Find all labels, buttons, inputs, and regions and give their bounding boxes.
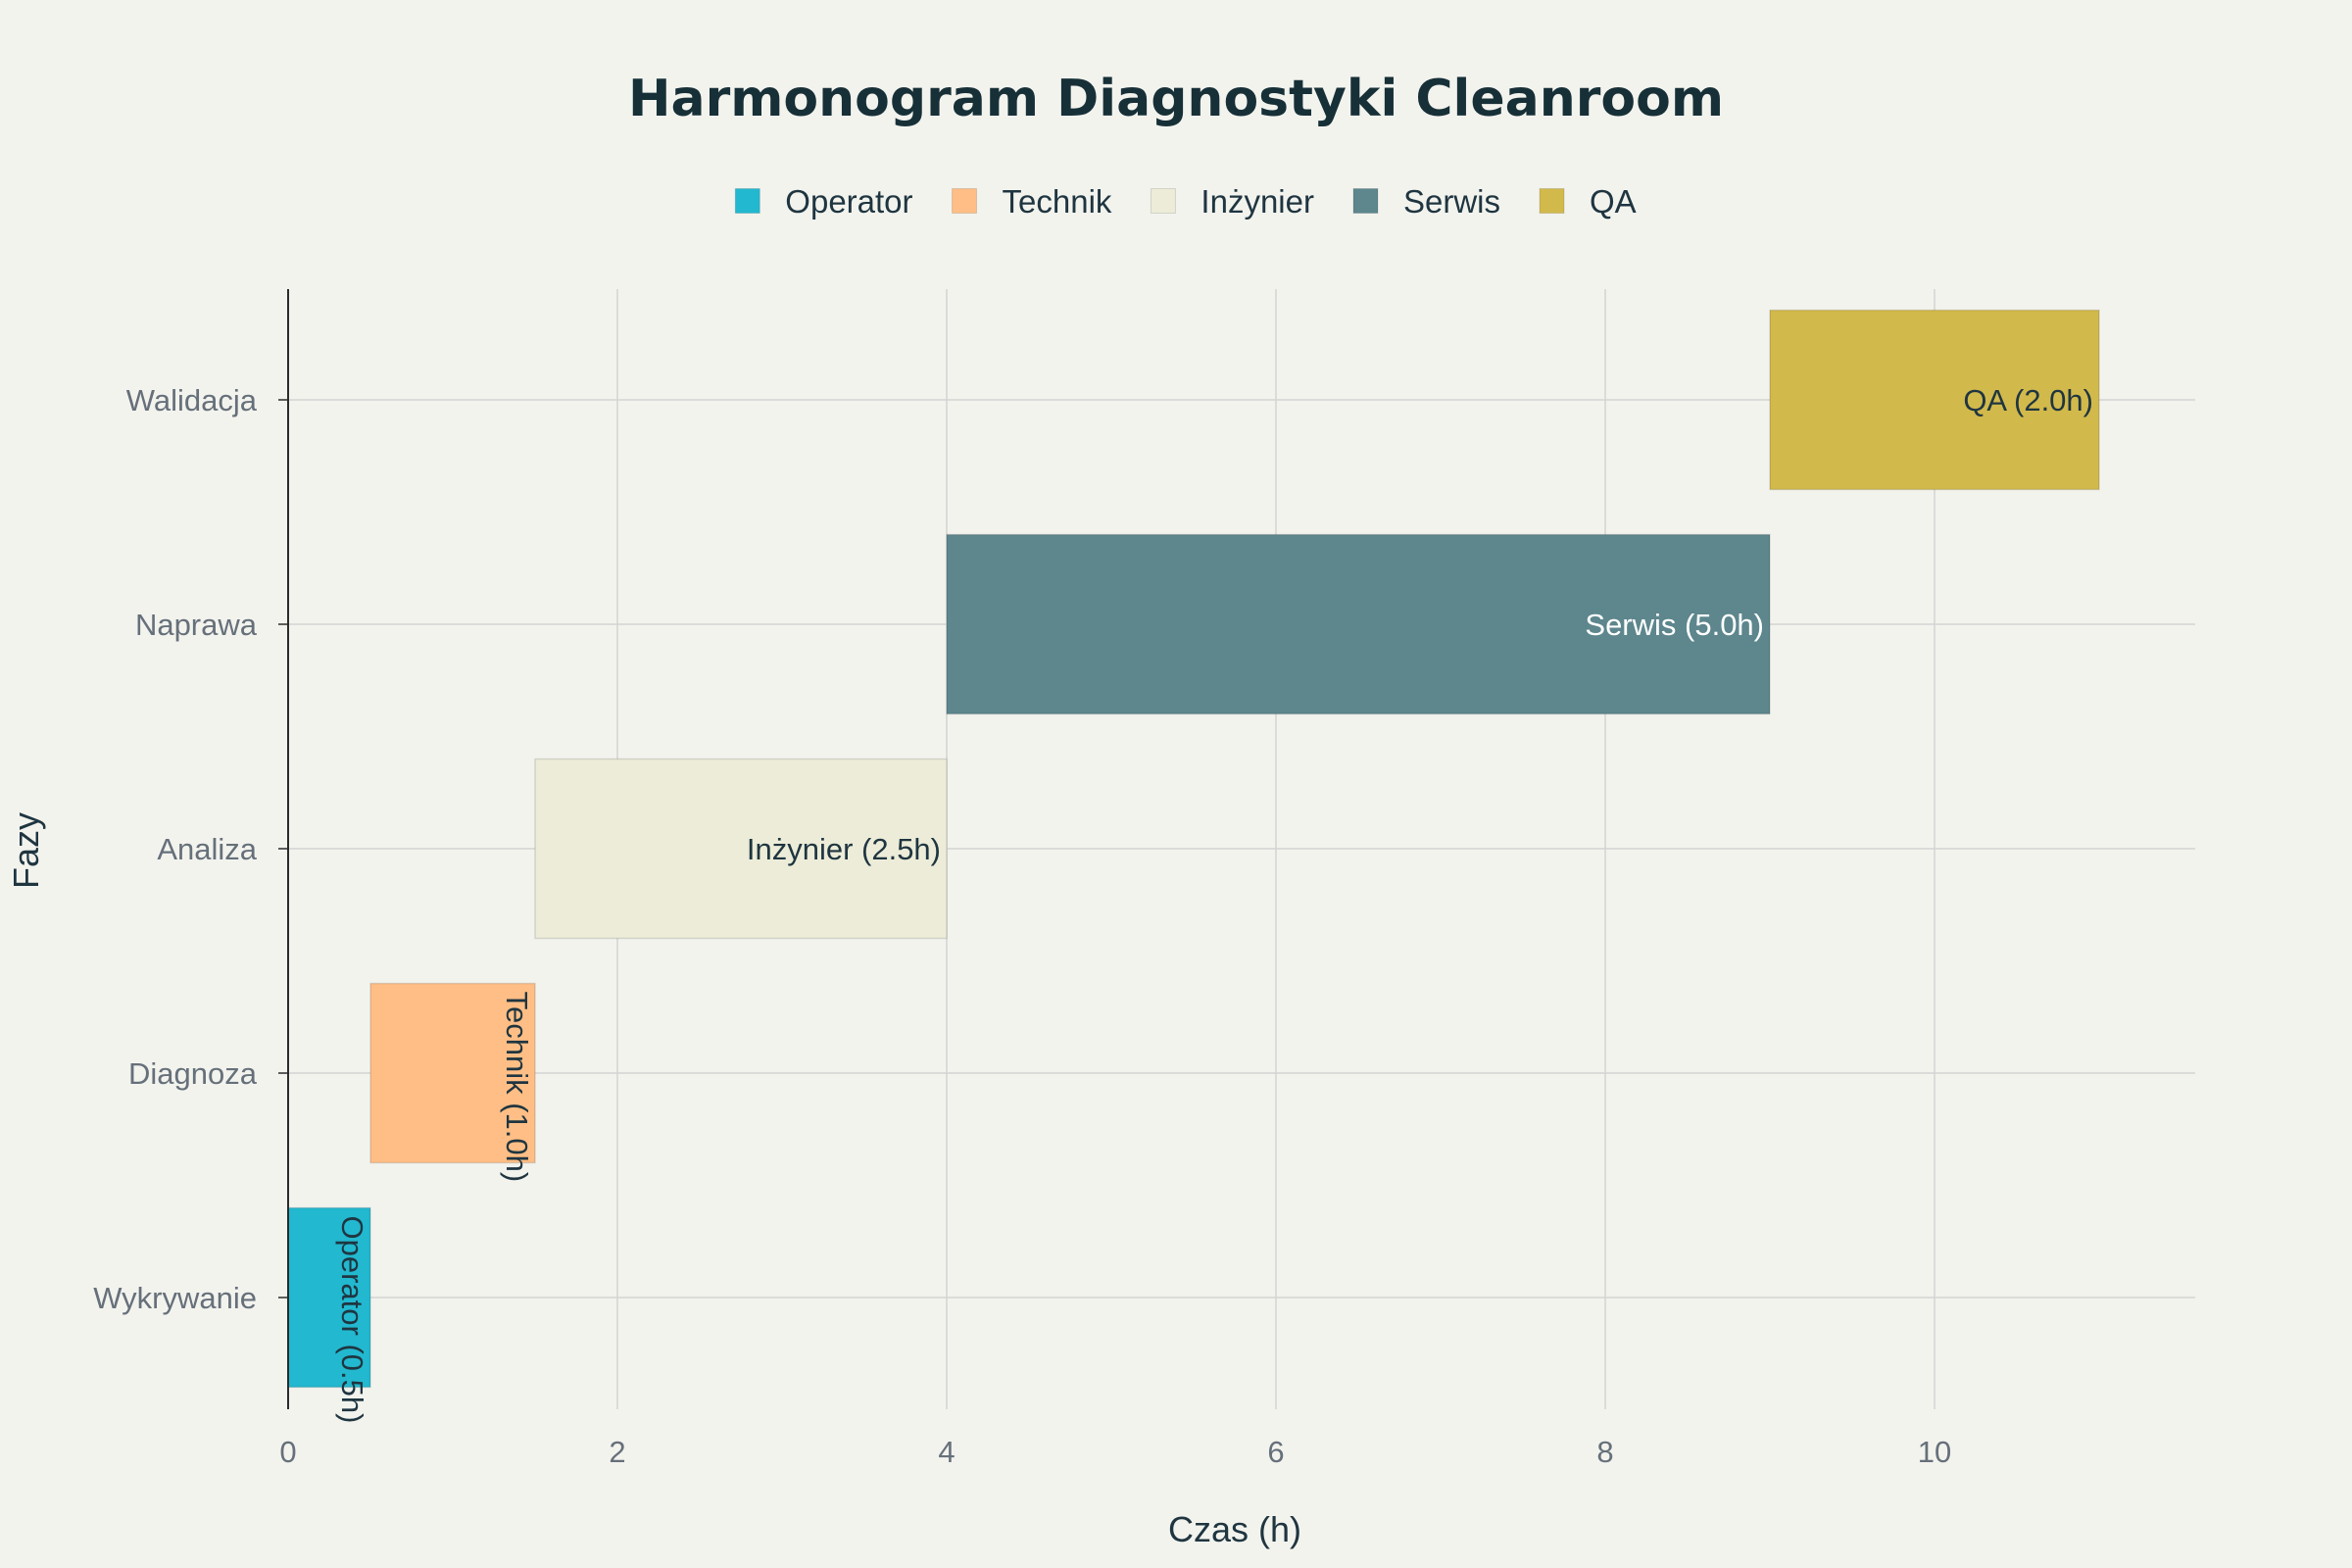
legend-swatch (952, 188, 978, 214)
bar-inżynier (534, 758, 948, 940)
bars: Operator (0.5h) Technik (1.0h) Inżynier (2… (287, 309, 2100, 1424)
legend-swatch (1352, 188, 1379, 214)
x-tick-label: 10 (1918, 1435, 1951, 1469)
legend-label: Operator (785, 183, 912, 220)
legend-label: QA (1590, 183, 1637, 220)
legend-label: Inżynier (1200, 183, 1314, 220)
chart-title: Harmonogram Diagnostyki Cleanroom (628, 70, 1724, 128)
y-axis-ticks: Wykrywanie Diagnoza Analiza Naprawa Walidacj… (93, 383, 288, 1315)
legend-swatch (1150, 188, 1176, 214)
bar-label: Operator (0.5h) (335, 1216, 369, 1424)
bar-technik (369, 982, 536, 1164)
legend: Operator Technik Inżynier Serwis QA (734, 183, 1637, 220)
x-tick-label: 4 (938, 1435, 955, 1469)
x-tick-label: 0 (279, 1435, 296, 1469)
y-tick-label: Analiza (157, 832, 257, 866)
bar-label: Technik (1.0h) (500, 992, 534, 1183)
x-axis-title: Czas (h) (1168, 1509, 1301, 1549)
y-tick-label: Wykrywanie (93, 1281, 257, 1315)
y-tick-label: Walidacja (126, 383, 258, 417)
legend-swatch (1539, 188, 1565, 214)
x-tick-label: 2 (609, 1435, 625, 1469)
bar-operator (287, 1206, 371, 1389)
x-tick-label: 8 (1596, 1435, 1613, 1469)
y-tick-label: Diagnoza (128, 1056, 258, 1091)
bar-label: Serwis (5.0h) (1585, 608, 1764, 642)
bar-serwis (946, 533, 1771, 715)
y-axis-title: Fazy (6, 812, 46, 889)
legend-label: Serwis (1403, 183, 1500, 220)
legend-label: Technik (1003, 183, 1112, 220)
bar-label: Inżynier (2.5h) (747, 832, 941, 866)
bar-label: QA (2.0h) (1963, 383, 2093, 417)
x-tick-label: 6 (1267, 1435, 1284, 1469)
x-axis-ticks: 0 2 4 6 8 10 (279, 1435, 1951, 1469)
y-tick-label: Naprawa (135, 608, 258, 642)
bar-qa (1769, 309, 2100, 491)
legend-swatch (734, 188, 760, 214)
